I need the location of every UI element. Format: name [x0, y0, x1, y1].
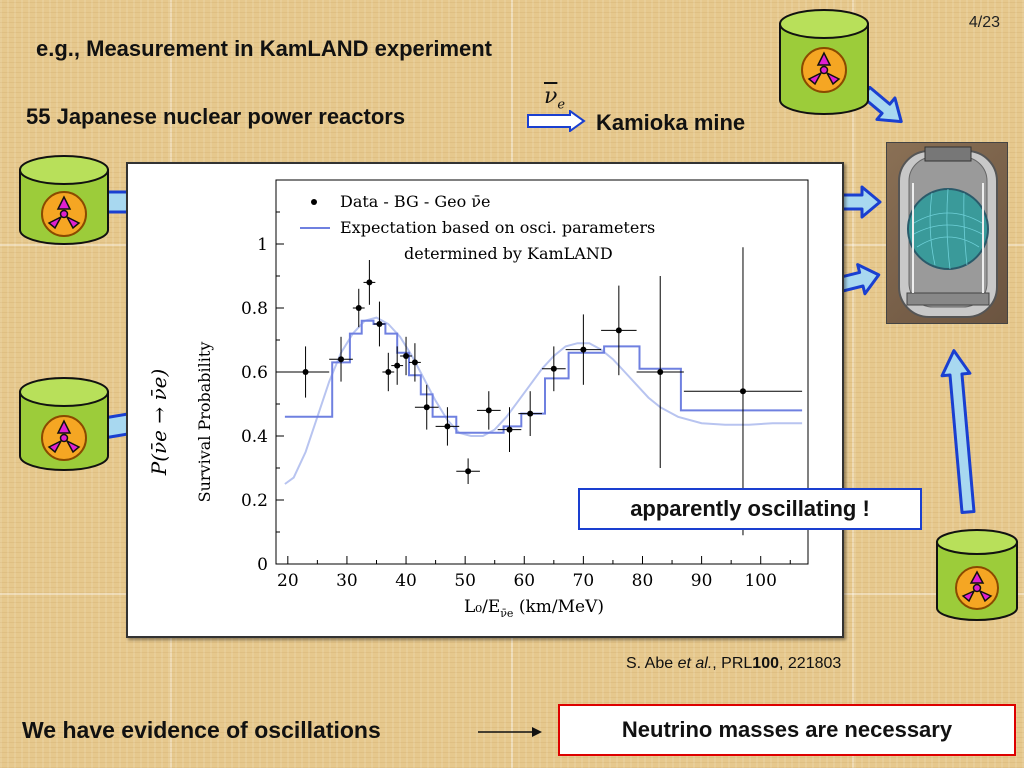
expectation-step-histogram — [284, 319, 803, 434]
survival-probability-chart: 20 30 40 50 60 70 80 90 100 0 0.2 0.4 0.6 0.8 1 Data -… — [147, 179, 809, 620]
y-tick-label: 0.4 — [241, 427, 268, 447]
x-tick-label: 100 — [744, 571, 776, 591]
data-point — [485, 407, 492, 414]
kamioka-mine-label: Kamioka mine — [596, 110, 746, 135]
y-tick-label: 0.6 — [241, 363, 268, 383]
radiation-icon — [955, 566, 999, 610]
page-number: 4/23 — [968, 14, 1000, 31]
data-point — [376, 321, 383, 327]
x-tick-label: 20 — [277, 571, 299, 591]
data-point — [423, 404, 430, 411]
y-axis-math-label: P(ν̄e → ν̄e) — [147, 369, 171, 477]
x-tick-label: 70 — [573, 571, 595, 591]
reactor-left-top — [19, 155, 109, 245]
y-axis-label: Survival Probability — [195, 342, 214, 503]
data-point — [506, 426, 513, 433]
reactor-to-mine-arrow — [527, 110, 586, 132]
radiation-icon — [41, 191, 87, 237]
y-tick-label: 0.2 — [241, 491, 268, 511]
conclusion-arrow — [478, 727, 542, 737]
legend-data-marker — [311, 199, 317, 205]
oscillating-annotation: apparently oscillating ! — [578, 488, 922, 530]
expectation-curve — [284, 316, 803, 485]
reactor-left-bottom — [19, 377, 109, 471]
data-point — [657, 369, 664, 375]
nu-letter: ν — [544, 84, 558, 109]
flux-arrow-left-upper — [836, 185, 882, 219]
evidence-statement: We have evidence of oscillations — [22, 717, 381, 743]
slide-title: e.g., Measurement in KamLAND experiment — [36, 36, 493, 61]
citation: S. Abe et al., PRL100, 221803 — [626, 655, 841, 673]
legend-expectation-line2: determined by KamLAND — [404, 244, 613, 263]
antineutrino-symbol: νe — [544, 84, 565, 112]
y-tick-label: 1 — [257, 235, 268, 255]
data-point — [403, 353, 410, 359]
data-point — [355, 305, 362, 311]
nu-subscript: e — [557, 97, 566, 113]
reactors-label: 55 Japanese nuclear power reactors — [26, 104, 406, 129]
radiation-icon — [801, 47, 847, 93]
x-axis-label: L₀/Eν̄e (km/MeV) — [464, 597, 604, 620]
legend-data-label: Data - BG - Geo ν̄e — [340, 192, 491, 211]
kamland-detector-image — [886, 142, 1008, 324]
radiation-icon — [41, 415, 87, 461]
data-point — [739, 388, 746, 395]
citation-journal: , PRL — [712, 655, 753, 672]
chart-panel: 20 30 40 50 60 70 80 90 100 0 0.2 0.4 0.6 0.8 1 Data -… — [126, 162, 844, 638]
data-point — [394, 362, 401, 369]
reactor-bottom-right — [936, 529, 1018, 621]
data-point — [302, 369, 309, 375]
x-axis-label-sub: ν̄e — [500, 607, 513, 620]
x-axis-label-main: L₀/E — [464, 597, 500, 617]
x-tick-label: 60 — [513, 571, 535, 591]
data-point — [550, 365, 557, 372]
citation-page: , 221803 — [779, 655, 842, 672]
x-axis-label-unit: (km/MeV) — [513, 597, 604, 617]
x-tick-label: 40 — [395, 571, 417, 591]
x-tick-label: 50 — [454, 571, 476, 591]
citation-volume: 100 — [752, 655, 779, 672]
flux-arrow-bottomright — [940, 349, 976, 515]
data-point — [385, 369, 392, 375]
data-point — [366, 279, 373, 286]
data-point — [338, 356, 345, 363]
detector-illustration — [898, 146, 998, 318]
data-point — [615, 327, 622, 334]
x-tick-label: 80 — [632, 571, 654, 591]
y-tick-label: 0.8 — [241, 299, 268, 319]
data-point — [444, 423, 451, 430]
data-point — [580, 346, 587, 353]
y-tick-label: 0 — [257, 555, 268, 575]
data-point — [527, 410, 534, 417]
citation-author: S. Abe — [626, 655, 678, 672]
data-point — [465, 468, 472, 475]
reactor-top-right — [779, 9, 869, 115]
legend-expectation-line1: Expectation based on osci. parameters — [340, 218, 655, 237]
x-tick-label: 30 — [336, 571, 358, 591]
citation-etal: et al. — [677, 655, 713, 672]
conclusion-box: Neutrino masses are necessary — [558, 704, 1016, 756]
data-point — [411, 359, 418, 366]
x-tick-label: 90 — [691, 571, 713, 591]
